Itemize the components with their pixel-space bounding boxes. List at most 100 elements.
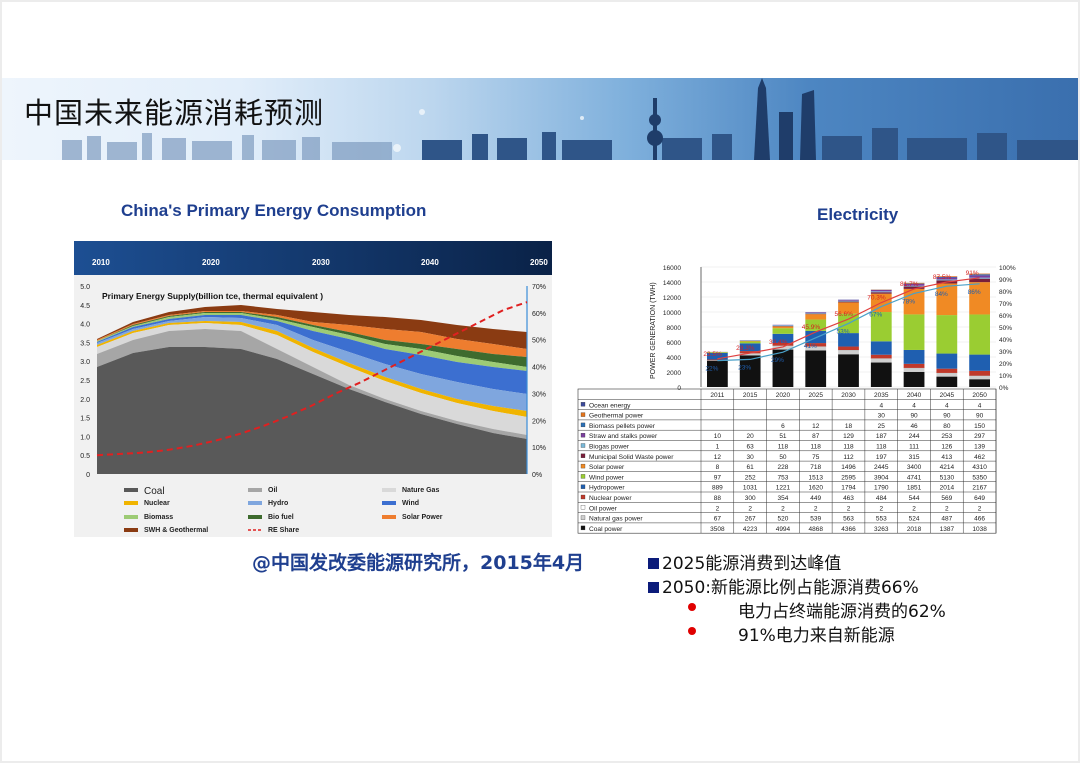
- year-label: 2030: [312, 258, 330, 267]
- bar-segment: [903, 285, 925, 287]
- y-tick-right: 70%: [999, 301, 1012, 308]
- table-cell: 2167: [972, 485, 987, 492]
- bar-segment: [936, 276, 958, 277]
- share-label-blue: 78%: [902, 298, 915, 305]
- y-tick-left: 1.5: [80, 416, 90, 423]
- table-cell: 4: [945, 402, 949, 409]
- bar-segment: [838, 333, 859, 347]
- table-cell: 88: [714, 495, 722, 502]
- bar-segment: [772, 333, 794, 343]
- y-tick-right: 70%: [532, 284, 546, 291]
- solar-area: [97, 311, 527, 357]
- nature-gas-area: [97, 323, 527, 435]
- row-name: Geothermal power: [589, 413, 644, 420]
- bar-segment: [805, 343, 827, 347]
- table-cell: 889: [712, 485, 723, 492]
- bullet-1: 2025能源消费到达峰值: [648, 549, 841, 574]
- table-cell: 1620: [808, 485, 823, 492]
- table-cell: 3263: [874, 526, 889, 533]
- share-label-red: 56.6%: [835, 311, 854, 318]
- y-tick-right: 80%: [999, 289, 1012, 296]
- y-tick-right: 0%: [999, 385, 1009, 392]
- bar-segment: [838, 350, 859, 355]
- bar-segment: [936, 276, 958, 278]
- legend-swatch: [580, 505, 586, 510]
- table-cell: 1790: [874, 485, 889, 492]
- share-label-red: 91%: [966, 270, 979, 277]
- legend-swatch: [382, 515, 396, 519]
- bar-segment: [838, 300, 859, 302]
- bullet-2: 2050:新能源比例占能源消费66%: [648, 573, 919, 598]
- legend-swatch: [580, 402, 586, 407]
- table-cell: 1496: [841, 464, 856, 471]
- table-cell: 126: [941, 444, 952, 451]
- row-name: Wind power: [589, 474, 625, 481]
- legend-swatch: [124, 515, 138, 519]
- bar-segment: [739, 341, 761, 344]
- legend-label: Nature Gas: [402, 487, 439, 494]
- table-cell: 129: [843, 433, 854, 440]
- share-label-blue: 53%: [837, 328, 850, 335]
- legend-swatch: [248, 488, 262, 492]
- bar-segment: [772, 345, 794, 350]
- legend-swatch: [124, 501, 138, 505]
- table-cell: 3400: [907, 464, 922, 471]
- y-tick-left: 4000: [667, 355, 682, 362]
- table-cell: 118: [778, 444, 789, 451]
- legend-swatch: [382, 501, 396, 505]
- legend-swatch: [580, 412, 586, 417]
- table-cell: 4: [978, 402, 982, 409]
- y-tick-right: 30%: [999, 349, 1012, 356]
- bar-segment: [870, 354, 892, 359]
- legend-swatch: [580, 484, 586, 489]
- table-cell: 2: [716, 505, 720, 512]
- table-cell: 90: [943, 413, 951, 420]
- share-label-blue: 41%: [804, 343, 817, 350]
- y-tick-right: 100%: [999, 265, 1016, 272]
- legend-label: Nuclear: [144, 500, 170, 507]
- bar-segment: [903, 363, 925, 368]
- table-cell: 4741: [907, 474, 922, 481]
- table-cell: 649: [974, 495, 985, 502]
- bar-segment: [936, 279, 958, 281]
- year-label: 2040: [907, 392, 922, 399]
- y-tick-left: 14000: [663, 280, 681, 287]
- table-cell: 118: [876, 444, 887, 451]
- row-name: Oil power: [589, 505, 618, 512]
- table-cell: 3904: [874, 474, 889, 481]
- left-chart-heading: China's Primary Energy Consumption: [121, 201, 427, 220]
- skyline-image: [62, 78, 1078, 160]
- legend-swatch: [124, 528, 138, 532]
- y-tick-right: 50%: [532, 338, 546, 345]
- table-cell: 10: [714, 433, 722, 440]
- row-name: Hydropower: [589, 485, 625, 492]
- table-cell: 18: [845, 423, 853, 430]
- table-cell: 252: [745, 474, 756, 481]
- bar-segment: [969, 375, 990, 380]
- legend-label: Bio fuel: [268, 514, 294, 521]
- bar-segment: [903, 371, 925, 387]
- legend-swatch: [580, 453, 586, 458]
- bar-segment: [838, 354, 859, 387]
- bar-segment: [969, 354, 990, 371]
- legend-label: Oil: [268, 487, 277, 494]
- y-tick-left: 16000: [663, 265, 681, 272]
- bar-segment: [772, 326, 794, 329]
- share-label-red: 81.7%: [900, 281, 919, 288]
- inner-chart-title: Primary Energy Supply(billion tce, therm…: [102, 291, 323, 301]
- legend-label: Solar Power: [402, 514, 443, 521]
- table-cell: 267: [745, 516, 756, 523]
- bar-segment: [739, 355, 761, 387]
- bar-segment: [772, 342, 794, 346]
- y-tick-left: 0.5: [80, 453, 90, 460]
- y-tick-left: 10000: [663, 310, 681, 317]
- right-chart-heading: Electricity: [817, 205, 899, 224]
- table-cell: 197: [876, 454, 887, 461]
- legend-swatch: [580, 474, 586, 479]
- year-label: 2020: [776, 392, 791, 399]
- y-tick-left: 4.5: [80, 303, 90, 310]
- year-label: 2030: [841, 392, 856, 399]
- bar-segment: [870, 358, 892, 363]
- y-tick-right: 0%: [532, 472, 542, 479]
- bar-segment: [870, 291, 892, 293]
